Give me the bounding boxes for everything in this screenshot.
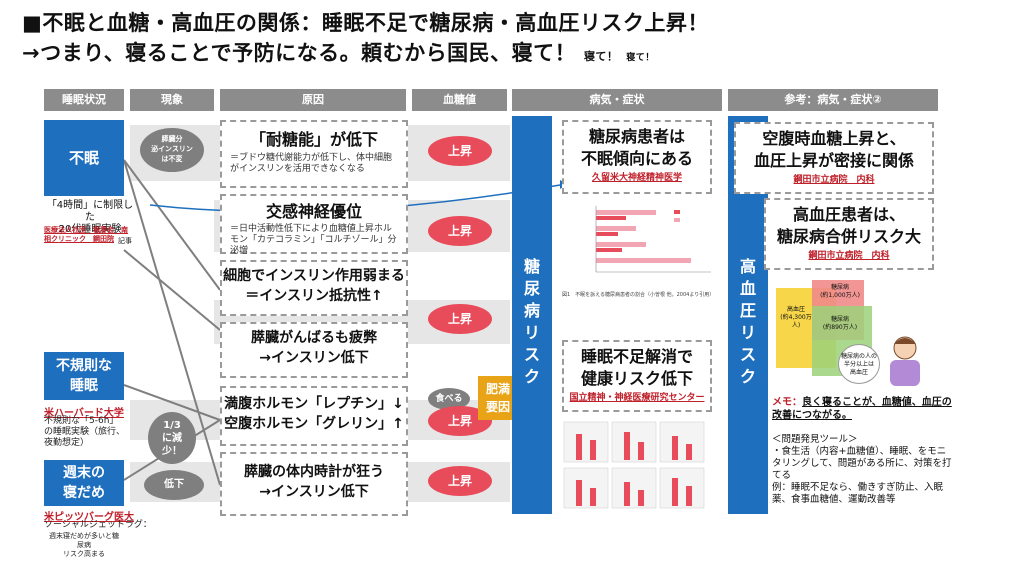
header-reference: 参考：病気・症状② [728,89,938,111]
cause-6-title: 膵臓の体内時計が狂う →インスリン低下 [244,464,384,500]
doctor-illustration [890,336,920,386]
cause-2-title: 交感神経優位 [265,202,362,221]
glucose-rise-4: 上昇 [428,406,492,436]
disease-box-1: 糖尿病患者は 不眠傾向にある 久留米大神経精神医学 [562,120,712,194]
phenomenon-decrease-oval: 低下 [144,470,204,500]
disease-box-2: 睡眠不足解消で 健康リスク低下 国立精神・神経医療研究センター [562,340,712,412]
chart-bar-5 [596,216,626,220]
cause-box-1: 「耐糖能」が低下 ＝ブドウ糖代謝能力が低下し、体中細胞がインスリンを活用できなく… [220,120,408,188]
insomnia-bar-chart [595,206,711,273]
title-line2-main: →つまり、寝ることで予防になる。頼むから国民、寝て！ [22,41,577,65]
venn-top-label: 糖尿病 (約1,000万人) [820,284,860,299]
disease-box-2-source: 国立精神・神経医療研究センター [569,393,705,403]
hypertension-risk-label: 高血圧リスク [739,257,756,386]
problem-tools: ＜問題発見ツール＞ ・食生活（内容+血糖値）、睡眠、をモニタリングして、問題があ… [772,434,952,506]
venn-speech-bubble: 糖尿病の人の 半分以上は 高血圧 [838,344,880,384]
memo: メモ：良く寝ることが、血糖値、血圧の改善につながる。 [772,396,952,422]
header-disease: 病気・症状 [512,89,722,111]
disease-box-1-source: 久留米大神経精神医学 [591,173,682,183]
eat-oval: 食べる [428,388,470,410]
sleep-harvard-note: 不規則な「5-6h」 の睡眠実験（旅行、 夜勤想定） [44,416,126,448]
title-line2-small2: 寝て！ [626,53,655,63]
cause-box-3: 細胞でインスリン作用弱まる ＝インスリン抵抗性↑ [220,260,408,316]
sleep-irregular: 不規則な 睡眠 [44,352,124,400]
sleep-jetlag-note: 週末寝だめが多いと糖尿病 リスク高まる [49,532,119,558]
sleep-pitts: 米ピッツバーグ医大 [44,512,134,523]
obesity-factor: 肥満 要因 [478,376,518,420]
cause-1-title: 「耐糖能」が低下 [249,130,378,149]
disease-box-1-text: 糖尿病患者は 不眠傾向にある [580,127,693,168]
reference-box-1-text: 空腹時血糖上昇と、 血圧上昇が密接に関係 [753,129,914,170]
chart-bar-2 [596,226,636,231]
disease-box-2-text: 睡眠不足解消で 健康リスク低下 [580,347,693,388]
memo-text: 良く寝ることが、血糖値、血圧の改善につながる。 [772,397,952,421]
cause-2-text: ＝日中活動性低下により血糖値上昇ホルモン「カテコラミン」「コルチゾール」分泌増 [230,224,397,256]
diabetes-risk-bar: 糖尿病リスク [512,116,552,514]
sleep-experiment-tag: 記事 [118,237,132,245]
diabetes-risk-label: 糖尿病リスク [523,257,540,386]
chart-bar-4 [596,258,691,263]
glucose-rise-5: 上昇 [428,466,492,496]
tools-example: 例：睡眠不足なら、働きすぎ防止、入眠薬、食事血糖値、運動改善等 [772,482,944,505]
header-glucose: 血糖値 [412,89,507,111]
reference-box-1-source: 鋼田市立病院 内科 [793,175,875,185]
header-phenomenon: 現象 [130,89,214,111]
sleep-insomnia: 不眠 [44,120,124,196]
glucose-rise-1: 上昇 [428,136,492,166]
phenomenon-pancreas-oval: 膵臓分 泌インスリン は不変 [140,128,204,172]
glucose-rise-3: 上昇 [428,304,492,334]
title-line2: →つまり、寝ることで予防になる。頼むから国民、寝て！ 寝て！ 寝て！ [22,40,655,71]
memo-head: メモ： [772,397,802,408]
cause-box-4: 膵臓がんばるも疲弊 →インスリン低下 [220,322,408,378]
cause-box-6: 膵臓の体内時計が狂う →インスリン低下 [220,452,408,516]
cause-5-title: 満腹ホルモン「レプチン」↓ 空腹ホルモン「グレリン」↑ [224,396,404,432]
cause-3-title: 細胞でインスリン作用弱まる ＝インスリン抵抗性↑ [223,268,405,304]
header-sleep: 睡眠状況 [44,89,124,111]
health-mini-charts [563,421,705,509]
cause-box-2: 交感神経優位 ＝日中活動性低下により血糖値上昇ホルモン「カテコラミン」「コルチゾ… [220,194,408,256]
sleep-jetlag: ソーシャルジェットラグ： [44,520,152,530]
reference-box-2: 高血圧患者は、 糖尿病合併リスク大 鋼田市立病院 内科 [764,198,934,270]
phenomenon-reduce-oval: 1/3 に減 少！ [148,412,196,464]
header-cause: 原因 [220,89,406,111]
title-line2-small1: 寝て！ [583,50,619,63]
cause-4-title: 膵臓がんばるも疲弊 →インスリン低下 [251,330,377,366]
cause-1-text: ＝ブドウ糖代謝能力が低下し、体中細胞がインスリンを活用できなくなる [230,153,393,174]
sleep-experiment-source: 医療法人社団 報春会 南相クリニック 鋼田院 [44,226,128,243]
chart-caption: 図1 不眠を訴える糖尿病患者の割合（小曽根 他，2004より引用） [562,292,715,298]
reference-box-2-text: 高血圧患者は、 糖尿病合併リスク大 [776,205,921,246]
chart-bar-3 [596,242,646,247]
chart-bar-6 [596,232,618,236]
chart-bar-7 [596,248,622,252]
cause-box-5: 満腹ホルモン「レプチン」↓ 空腹ホルモン「グレリン」↑ [220,386,408,446]
venn-left-label: 高血圧 (約4,300万人) [780,306,812,329]
venn-diagram: 高血圧 (約4,300万人) 糖尿病 (約1,000万人) 糖尿病 (約890万… [776,280,936,390]
sleep-weekend: 週末の 寝だめ [44,460,124,506]
chart-bar-1 [596,210,656,215]
title-line1: ■不眠と血糖・高血圧の関係：睡眠不足で糖尿病・高血圧リスク上昇！ [22,11,709,35]
glucose-rise-2: 上昇 [428,216,492,246]
sleep-harvard: 米ハーバード大学 [44,408,124,419]
sleep-experiment: 「4時間」に制限した 20代睡眠実験 [46,200,134,235]
reference-box-2-source: 鋼田市立病院 内科 [808,251,890,261]
tools-title: ＜問題発見ツール＞ [772,434,858,445]
tools-body: ・食生活（内容+血糖値）、睡眠、をモニタリングして、問題がある所に、対策を打てる [772,446,952,481]
venn-bottom-label: 糖尿病 (約890万人) [822,316,858,331]
reference-box-1: 空腹時血糖上昇と、 血圧上昇が密接に関係 鋼田市立病院 内科 [734,122,934,194]
